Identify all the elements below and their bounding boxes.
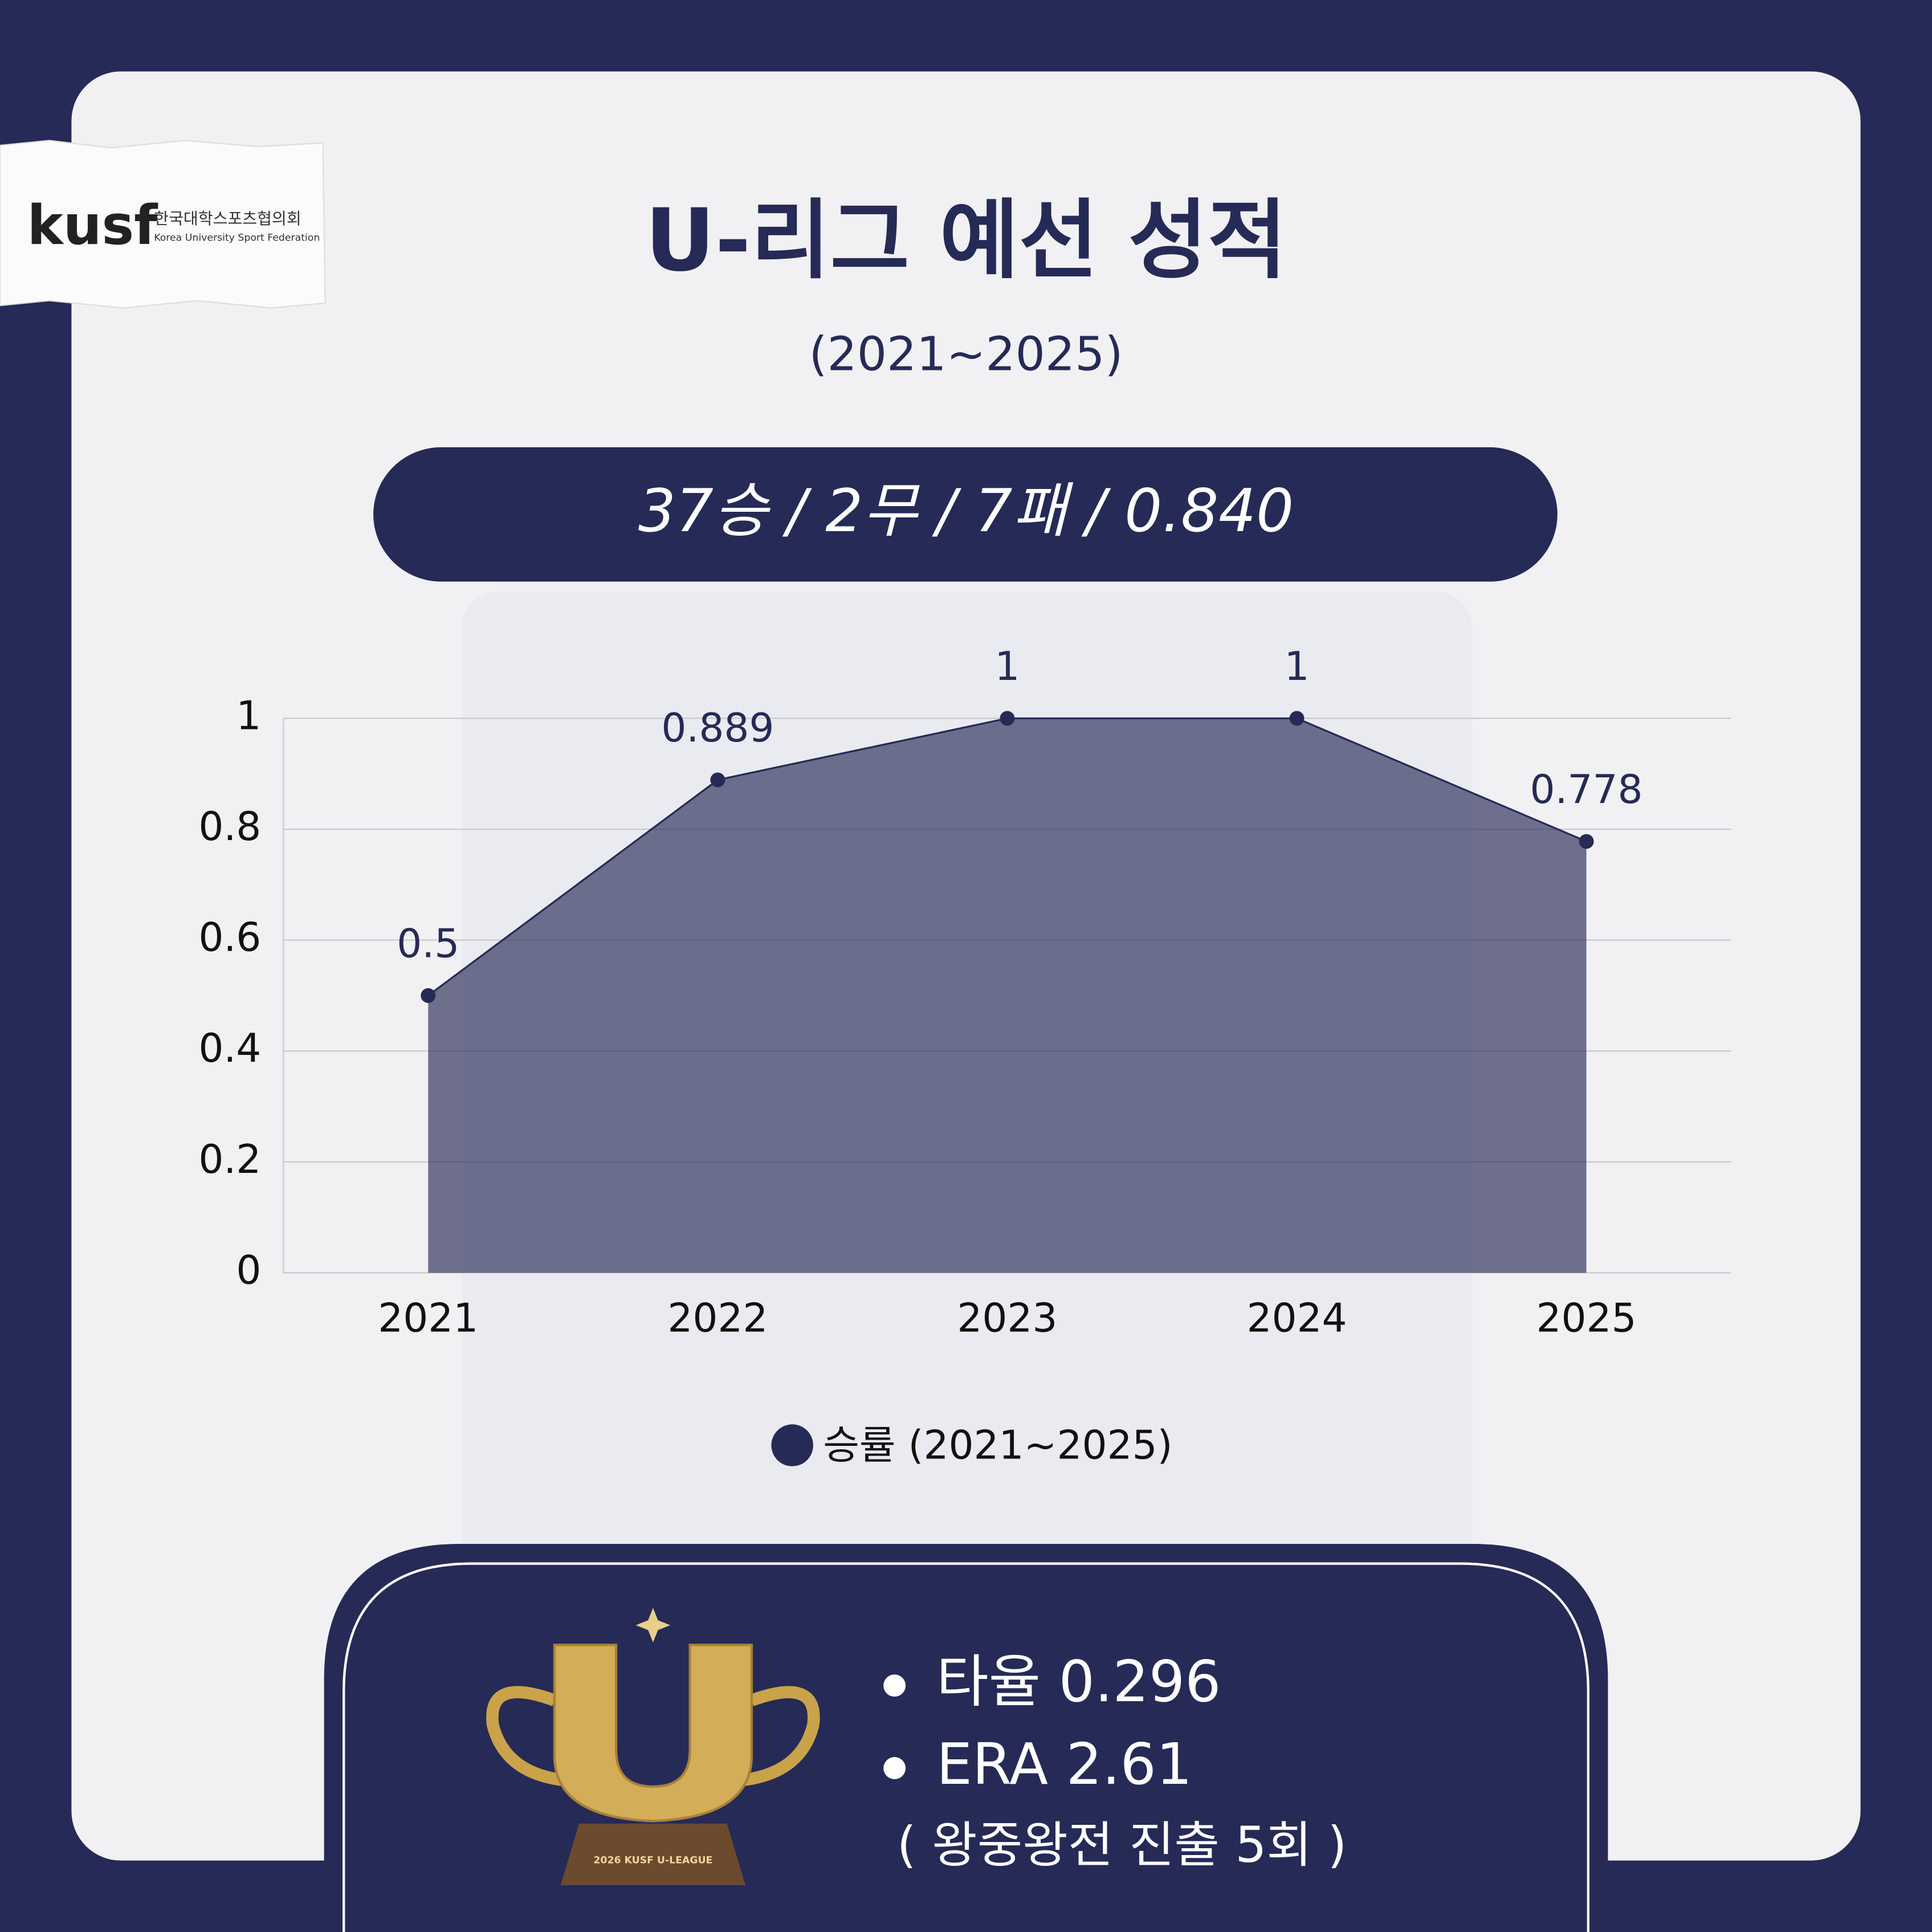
stat-item: 타율 0.296 [936, 1649, 1221, 1715]
trophy-label: 2026 KUSF U-LEAGUE [593, 1855, 712, 1866]
point [1289, 711, 1305, 726]
legend-marker [771, 1424, 813, 1466]
stat-note: ( 왕중왕전 진출 5회 ) [897, 1817, 1347, 1874]
legend-label: 승률 (2021~2025) [823, 1422, 1172, 1468]
point [421, 988, 436, 1003]
trophy: 2026 KUSF U-LEAGUE [486, 1608, 820, 1885]
y-tick-label: 0 [236, 1248, 261, 1293]
record: 37승 / 2무 / 7패 / 0.840 [638, 477, 1294, 545]
y-tick-label: 0.4 [198, 1026, 261, 1071]
logo-name: 한국대학스포츠협의회 [154, 209, 301, 228]
y-tick-label: 1 [236, 693, 261, 739]
point [710, 772, 725, 788]
panel-outline [343, 1562, 1589, 1932]
data-label: 0.889 [661, 706, 774, 751]
record-pill [373, 447, 1558, 582]
subtitle: (2021~2025) [809, 327, 1123, 381]
bullet [883, 1756, 906, 1779]
point [1579, 834, 1594, 849]
x-tick-label: 2021 [378, 1296, 478, 1342]
y-tick-label: 0.8 [198, 804, 261, 850]
area [428, 718, 1587, 1273]
chart: 0 0.2 0.4 0.6 0.8 1 2021 2022 2023 2024 2025 0.5 0.8… [198, 644, 1731, 1468]
x-tick-label: 2024 [1246, 1296, 1347, 1342]
data-label: 0.5 [397, 921, 459, 967]
stat-item: ERA 2.61 [936, 1732, 1192, 1798]
y-tick-label: 0.6 [198, 915, 261, 961]
data-label: 0.778 [1530, 767, 1643, 813]
logo-mark: kusf [27, 194, 159, 257]
point [1000, 711, 1015, 726]
title: U-리그 예선 성적 [645, 190, 1287, 291]
logo-name-en: Korea University Sport Federation [154, 232, 320, 243]
logo-paper [0, 140, 326, 309]
x-tick-label: 2023 [957, 1296, 1057, 1342]
x-tick-label: 2022 [667, 1296, 768, 1342]
y-tick-label: 0.2 [198, 1137, 261, 1183]
x-tick-label: 2025 [1536, 1296, 1637, 1342]
data-label: 1 [994, 644, 1020, 690]
bullet [883, 1674, 906, 1697]
data-label: 1 [1284, 644, 1309, 690]
